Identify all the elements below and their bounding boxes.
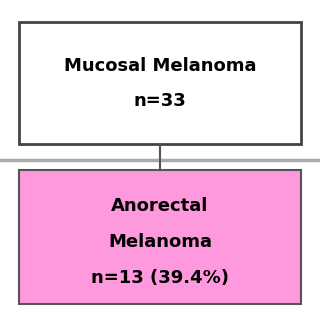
FancyBboxPatch shape — [19, 22, 301, 144]
Text: n=33: n=33 — [134, 92, 186, 110]
Text: Anorectal: Anorectal — [111, 197, 209, 215]
Text: Mucosal Melanoma: Mucosal Melanoma — [64, 57, 256, 75]
Text: Melanoma: Melanoma — [108, 233, 212, 251]
Text: n=13 (39.4%): n=13 (39.4%) — [91, 269, 229, 287]
FancyBboxPatch shape — [19, 170, 301, 304]
